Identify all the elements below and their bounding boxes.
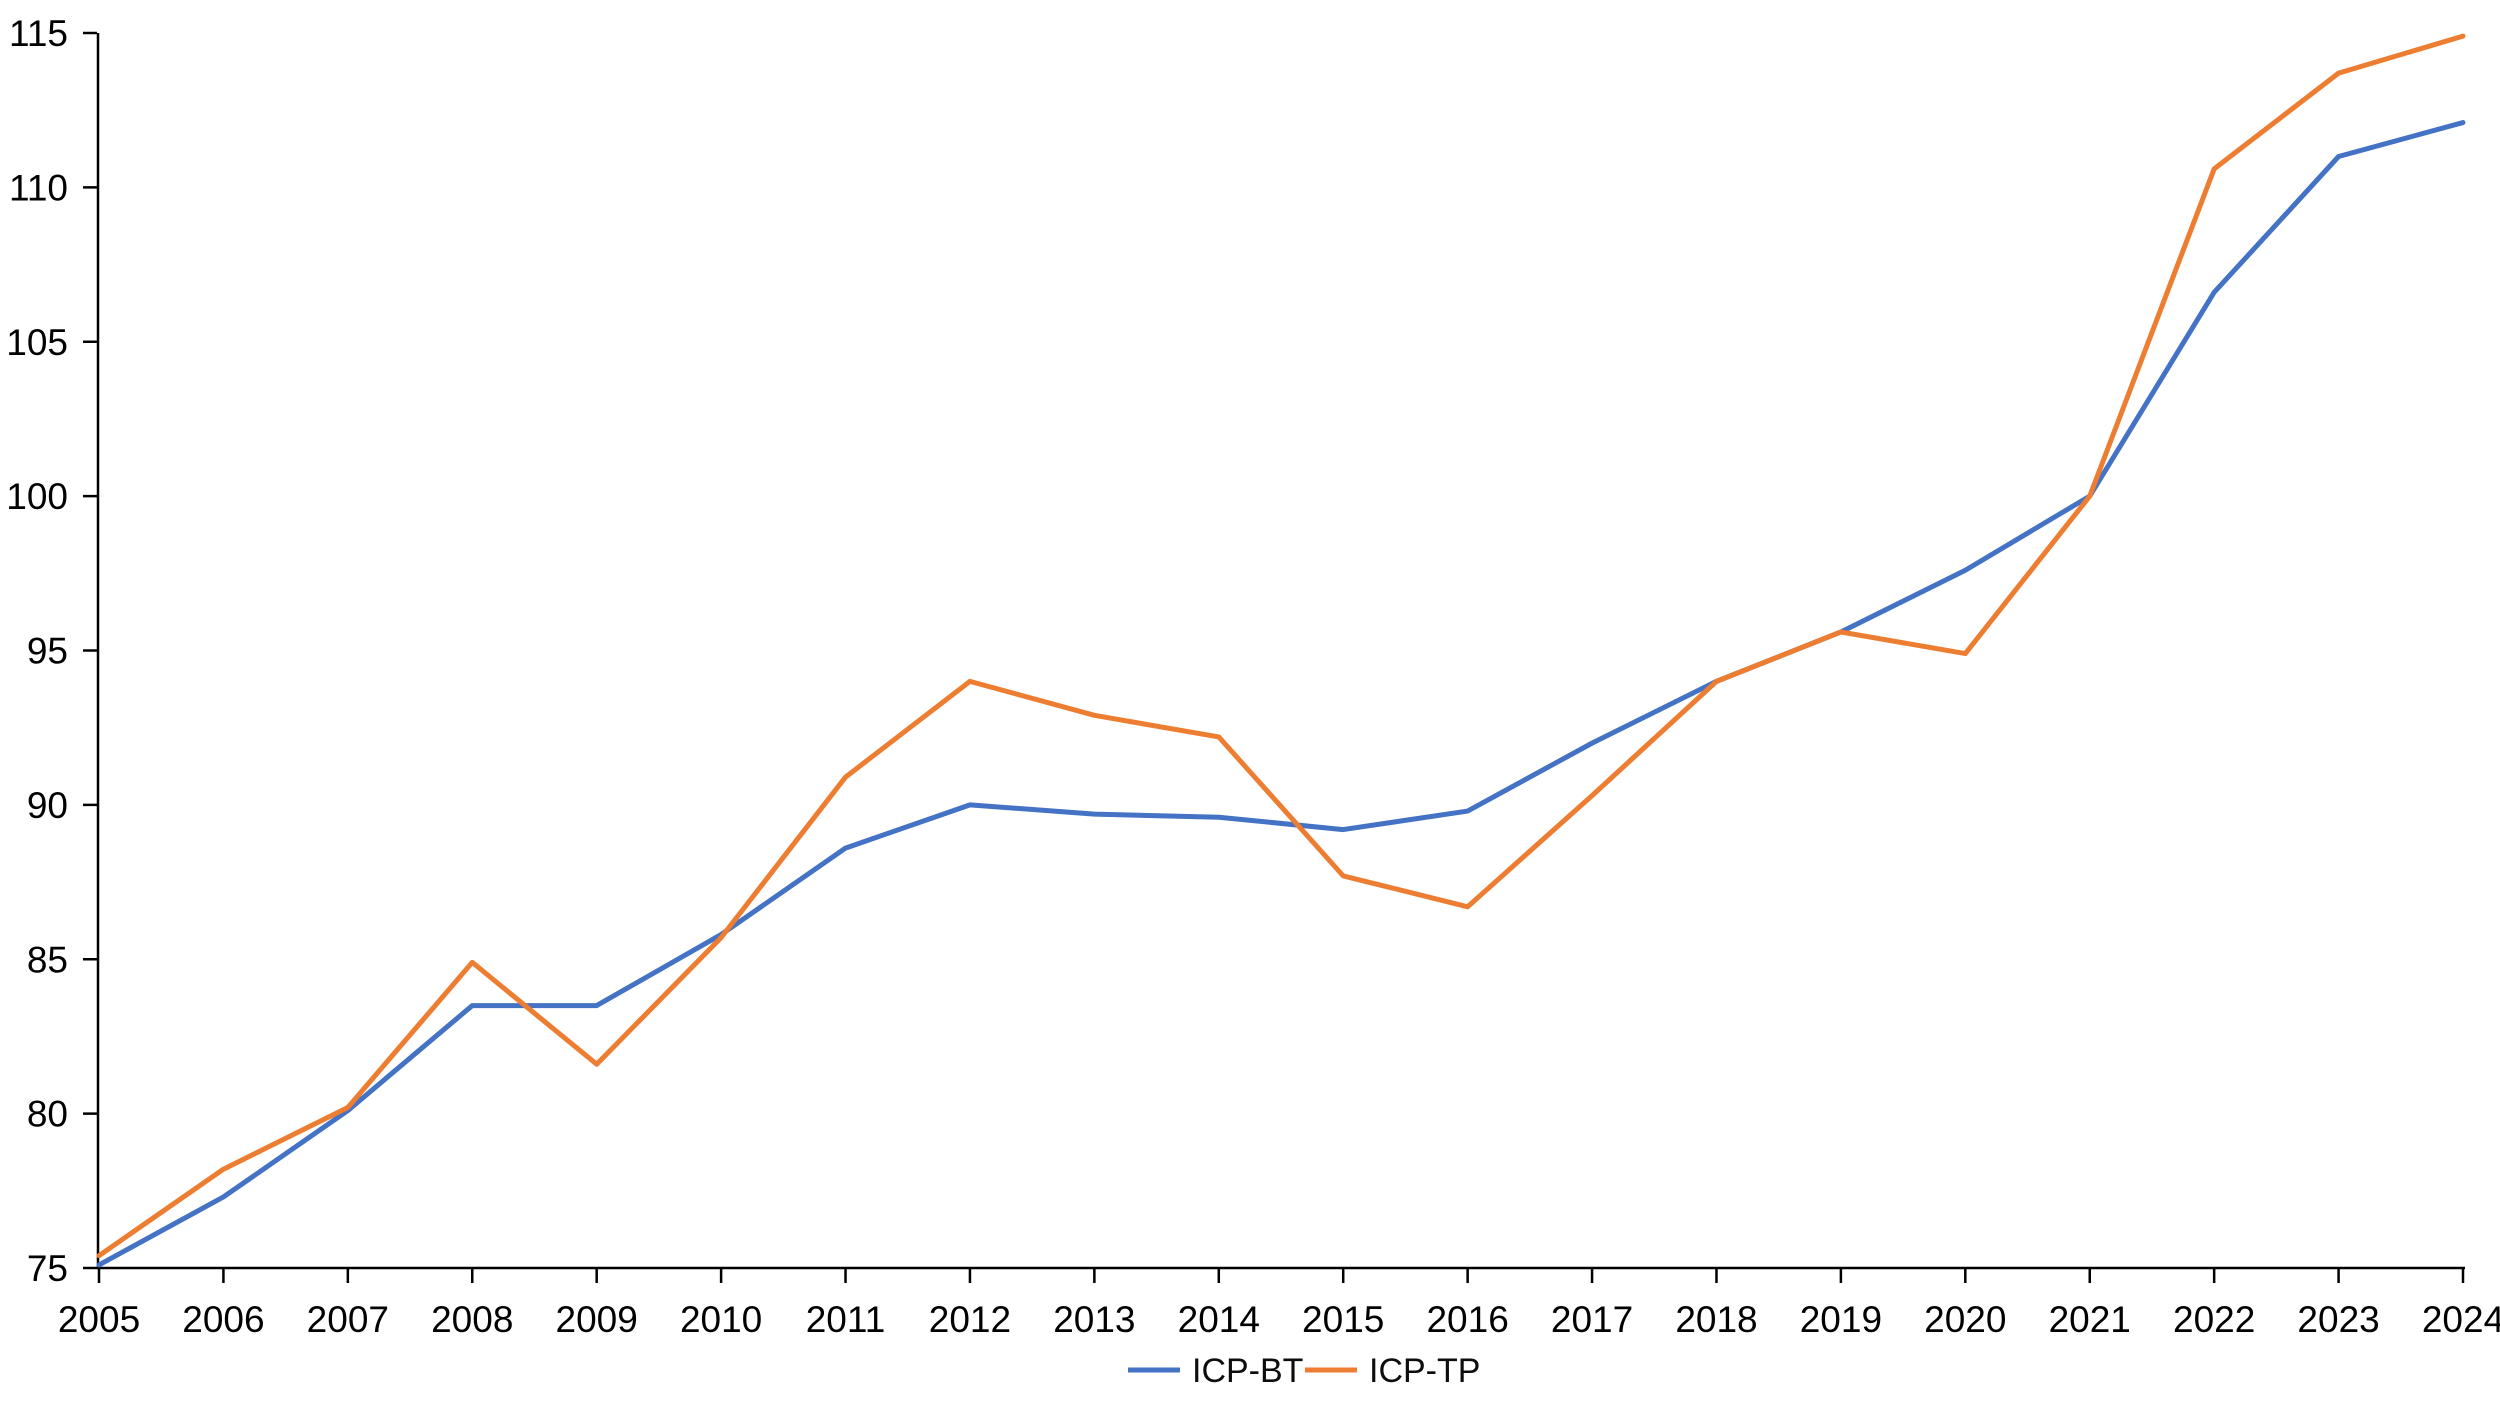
x-axis-tick-label: 2020 [1924,1299,2006,1340]
axes-layer: 75 80 85 90 95 100 105 110 115 2005 2006 2007 2008 20… [6,13,2500,1340]
y-axis-tick-label: 115 [9,13,68,54]
x-axis-tick-label: 2009 [556,1299,638,1340]
x-axis-tick-label: 2019 [1800,1299,1882,1340]
x-axis-tick-label: 2006 [182,1299,264,1340]
y-axis-tick-label: 100 [6,476,68,517]
x-axis-tick-label: 2016 [1426,1299,1508,1340]
y-axis-tick-label: 105 [6,322,68,363]
x-axis-tick-label: 2012 [929,1299,1011,1340]
x-axis-tick-label: 2010 [680,1299,762,1340]
x-axis-tick-label: 2021 [2049,1299,2131,1340]
x-axis-tick-label: 2023 [2297,1299,2379,1340]
legend: ICP-BT ICP-TP [1128,1352,1480,1390]
x-axis-tick-label: 2014 [1178,1299,1260,1340]
y-axis-tick-label: 85 [27,939,68,980]
series-layer [96,33,2466,1268]
y-axis-tick-label: 95 [27,631,68,672]
x-axis-tick-label: 2017 [1551,1299,1633,1340]
x-axis-tick-label: 2018 [1675,1299,1757,1340]
legend-label-icp-tp: ICP-TP [1369,1352,1480,1390]
x-axis-tick-label: 2015 [1302,1299,1384,1340]
y-axis-tick-label: 110 [9,167,68,208]
y-axis-tick-label: 80 [27,1094,68,1135]
x-axis-tick-label: 2013 [1053,1299,1135,1340]
x-axis-tick-label: 2007 [307,1299,389,1340]
y-axis-tick-label: 75 [27,1248,68,1289]
x-axis-tick-label: 2011 [806,1299,886,1340]
y-axis-tick-label: 90 [27,785,68,826]
x-axis-tick-label: 2022 [2173,1299,2255,1340]
series-line-icp-tp [96,33,2466,1259]
legend-label-icp-bt: ICP-BT [1192,1352,1303,1390]
series-line-icp-bt [96,120,2466,1268]
x-axis-tick-label: 2008 [431,1299,513,1340]
x-axis-tick-label: 2024 [2422,1299,2500,1340]
x-axis-tick-label: 2005 [58,1299,140,1340]
